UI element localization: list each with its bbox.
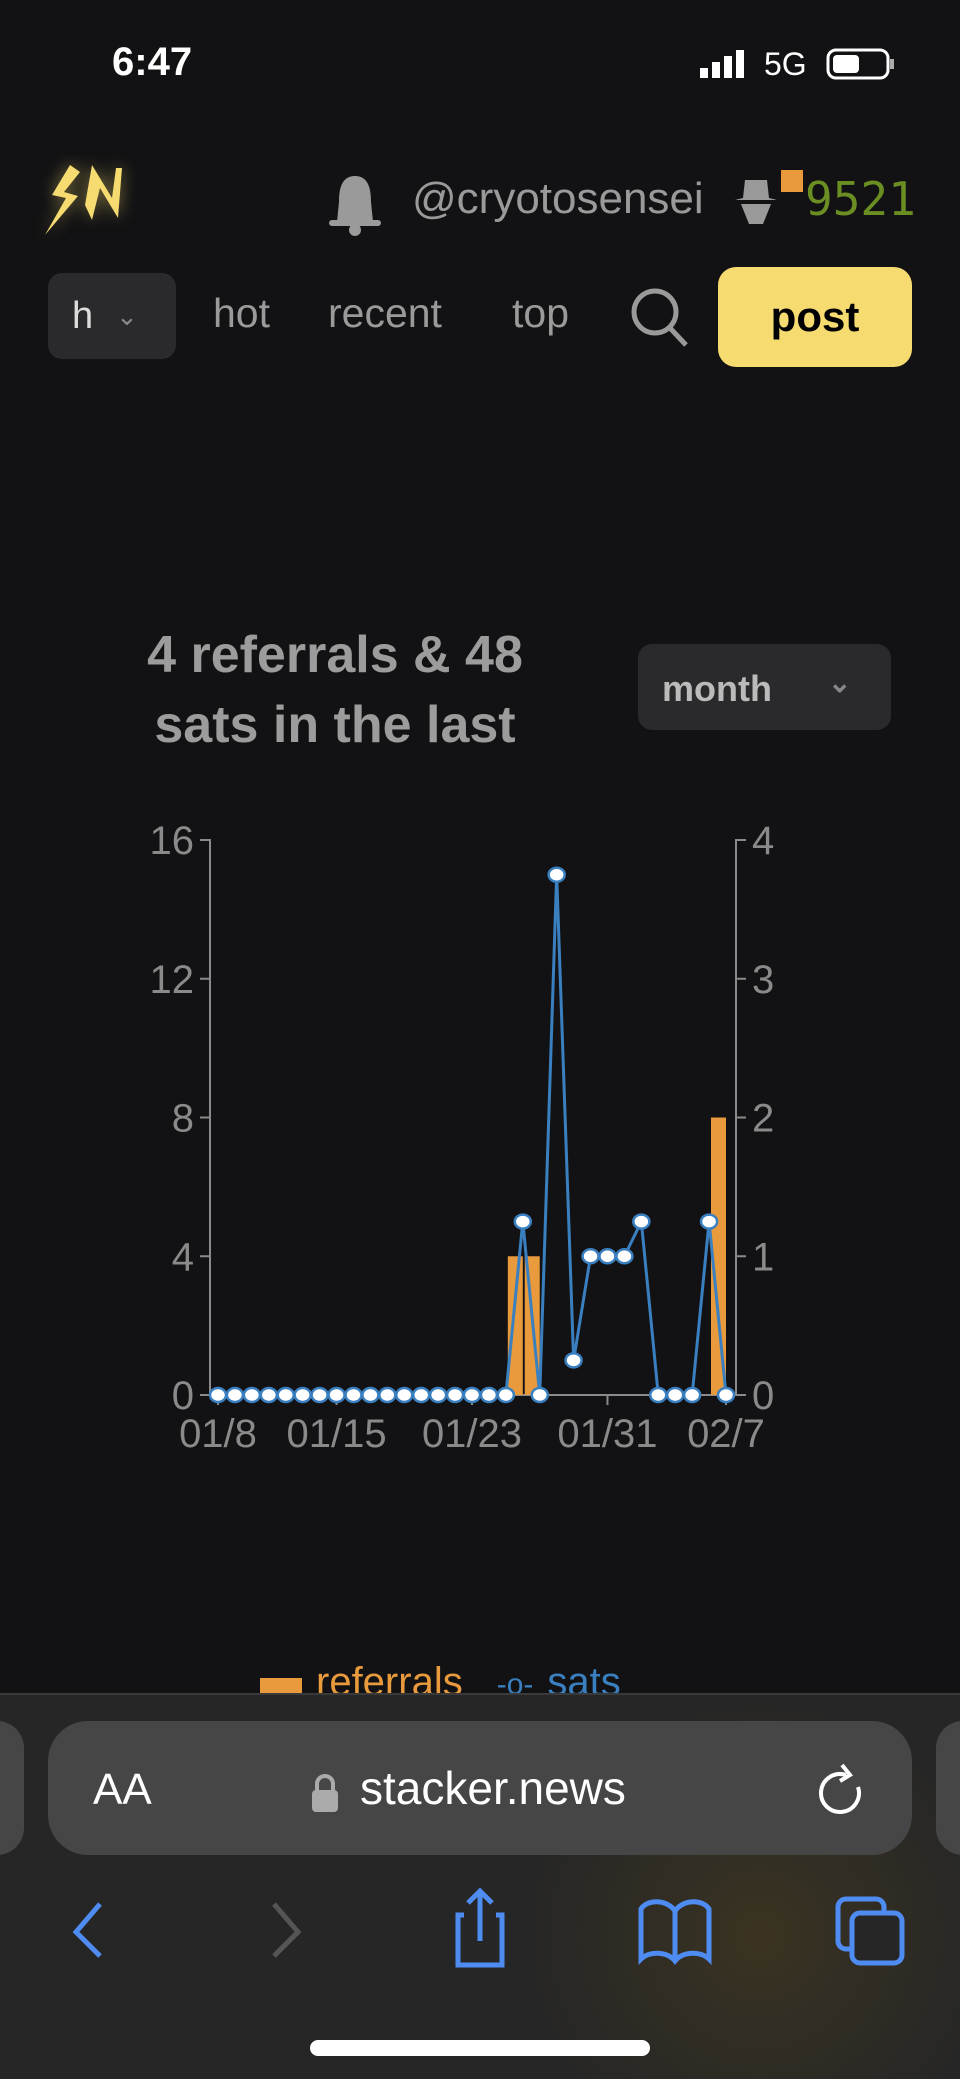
post-button[interactable]: post [718, 267, 912, 367]
search-icon[interactable] [628, 285, 692, 356]
right-tick-label: 2 [752, 1097, 774, 1141]
home-indicator[interactable] [310, 2040, 650, 2056]
sats-point [649, 1386, 668, 1404]
sats-point [530, 1386, 549, 1404]
x-tick-label: 01/8 [179, 1412, 257, 1456]
sats-point [716, 1386, 736, 1404]
sub-selector-value: h [72, 295, 94, 337]
sub-selector[interactable]: h ⌄ [48, 273, 176, 359]
x-tick-label: 01/15 [286, 1412, 386, 1456]
sats-point [632, 1213, 651, 1230]
sats-point [259, 1386, 279, 1404]
address-bar[interactable]: AA stacker.news [48, 1721, 912, 1855]
right-tick-label: 4 [752, 819, 774, 863]
sats-point [699, 1213, 719, 1230]
sats-balance[interactable]: 9521 [805, 172, 916, 226]
sats-point [479, 1386, 499, 1404]
legend-sats-marker-icon: -o- [496, 1668, 534, 1693]
x-tick-label: 02/7 [687, 1412, 765, 1456]
sats-point [225, 1386, 245, 1404]
sats-point [327, 1386, 346, 1404]
username-link[interactable]: @cryotosensei [412, 174, 704, 223]
share-icon[interactable] [450, 1885, 510, 1976]
legend-sats: sats [547, 1660, 621, 1693]
sats-point [615, 1248, 634, 1265]
right-tick-label: 0 [752, 1374, 774, 1418]
url-host: stacker.news [360, 1762, 626, 1814]
period-select[interactable]: month ⌄ [638, 644, 891, 730]
sats-point [581, 1248, 600, 1265]
reader-aa-button[interactable]: AA [93, 1765, 152, 1814]
lock-icon [310, 1773, 340, 1818]
sats-point [598, 1248, 617, 1265]
left-tick-label: 8 [172, 1097, 194, 1141]
nav-recent[interactable]: recent [328, 290, 442, 336]
legend-referrals: referrals [316, 1660, 463, 1693]
chevron-down-icon: ⌄ [116, 301, 138, 331]
sats-point [395, 1386, 414, 1404]
page-title: 4 referrals & 48 sats in the last [90, 620, 580, 760]
left-tick-label: 4 [172, 1235, 194, 1279]
safari-toolbar: AA stacker.news [0, 1693, 960, 2079]
sats-point [411, 1386, 431, 1404]
legend-referrals-swatch [260, 1678, 302, 1693]
forward-icon[interactable] [266, 1900, 306, 1965]
status-time: 6:47 [112, 40, 193, 84]
referrals-bar [711, 1117, 726, 1395]
sats-point [293, 1386, 312, 1404]
sats-point [513, 1213, 533, 1230]
left-tick-label: 0 [172, 1374, 194, 1418]
sats-point [496, 1386, 516, 1404]
battery-icon [826, 48, 896, 85]
chart-axes [200, 839, 746, 1396]
period-value: month [662, 668, 772, 709]
sats-point [378, 1386, 397, 1404]
sats-point [310, 1386, 329, 1404]
right-tick-label: 1 [752, 1235, 774, 1279]
streak-badge [781, 170, 803, 192]
sats-point [208, 1386, 228, 1404]
sats-line [218, 874, 728, 1397]
sats-point [665, 1386, 685, 1404]
nav-top[interactable]: top [512, 290, 569, 336]
title-line-1: 4 referrals & 48 [147, 626, 523, 684]
cowboy-hat-icon [733, 176, 779, 233]
nav-hot[interactable]: hot [213, 290, 270, 336]
sats-point [276, 1386, 295, 1404]
sats-point [564, 1352, 583, 1369]
chart-legend: referrals -o- sats [260, 1660, 621, 1693]
sats-point [682, 1386, 702, 1404]
left-tick-label: 12 [150, 958, 195, 1002]
network-type: 5G [764, 46, 807, 82]
sats-point [462, 1386, 482, 1404]
tabs-icon[interactable] [834, 1895, 906, 1972]
prev-tab-edge[interactable] [0, 1721, 24, 1855]
back-icon[interactable] [68, 1900, 108, 1965]
sats-point [428, 1386, 448, 1404]
reload-icon[interactable] [816, 1763, 866, 1824]
signal-icon [700, 50, 756, 83]
x-tick-label: 01/23 [422, 1412, 522, 1456]
notifications-bell-icon[interactable] [325, 172, 385, 241]
next-tab-edge[interactable] [936, 1721, 960, 1855]
sats-point [445, 1386, 465, 1404]
referrals-bar [507, 1256, 523, 1395]
sn-logo[interactable] [40, 160, 140, 240]
sats-point [547, 866, 566, 883]
x-tick-label: 01/31 [557, 1412, 657, 1456]
left-tick-label: 16 [150, 819, 195, 863]
chevron-down-icon: ⌄ [828, 667, 852, 698]
bookmarks-icon[interactable] [637, 1895, 713, 1970]
right-tick-label: 3 [752, 958, 774, 1002]
title-line-2: sats in the last [154, 696, 516, 754]
sats-point [361, 1386, 380, 1404]
sats-point [242, 1386, 262, 1404]
sats-point [344, 1386, 363, 1404]
